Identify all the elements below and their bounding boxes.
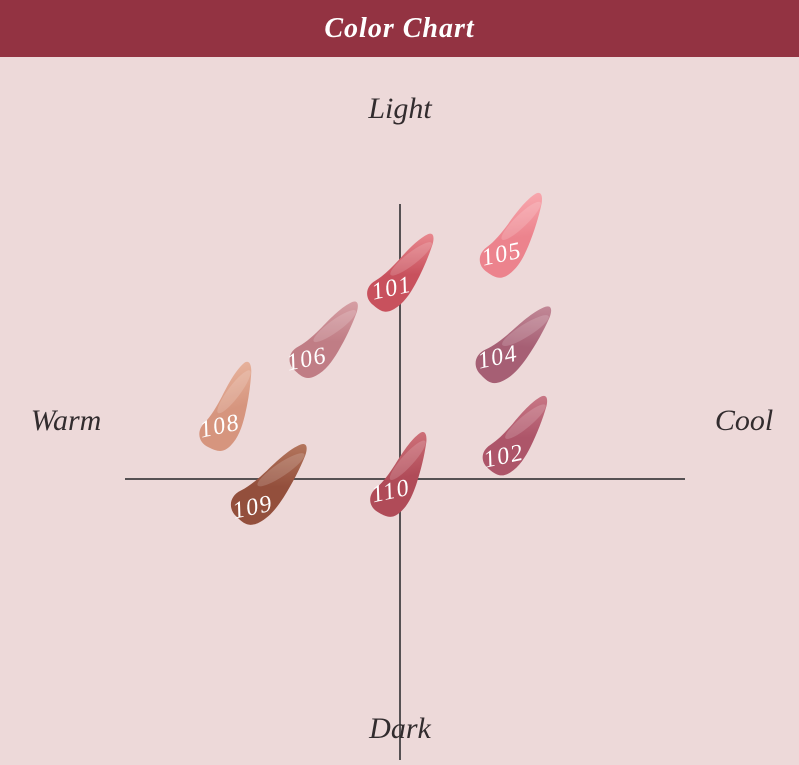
lipstick-smear [367, 233, 434, 312]
lipstick-smear [199, 361, 252, 451]
axis-label-cool: Cool [714, 404, 774, 437]
lipstick-smear [230, 444, 307, 525]
color-chart: Light Dark Warm Cool 101 102 104 105 106 108 1… [0, 57, 799, 765]
swatch-110 [348, 424, 465, 535]
axis-label-warm: Warm [30, 404, 102, 437]
swatch-105 [457, 185, 579, 296]
axis-label-dark: Dark [369, 712, 431, 745]
swatch-102 [462, 389, 581, 493]
swatch-104 [456, 300, 581, 400]
swatch-106 [269, 295, 388, 395]
lipstick-smear [475, 306, 552, 384]
swatch-109 [210, 437, 338, 543]
swatch-108 [176, 354, 293, 471]
axis-label-light: Light [368, 92, 432, 125]
swatch-101 [346, 227, 465, 329]
lipstick-smear [479, 193, 543, 278]
lipstick-smear [370, 432, 427, 517]
page-title: Color Chart [324, 12, 475, 44]
lipstick-smear [482, 395, 548, 476]
header-bar: Color Chart [0, 0, 799, 57]
lipstick-smear [289, 301, 358, 379]
